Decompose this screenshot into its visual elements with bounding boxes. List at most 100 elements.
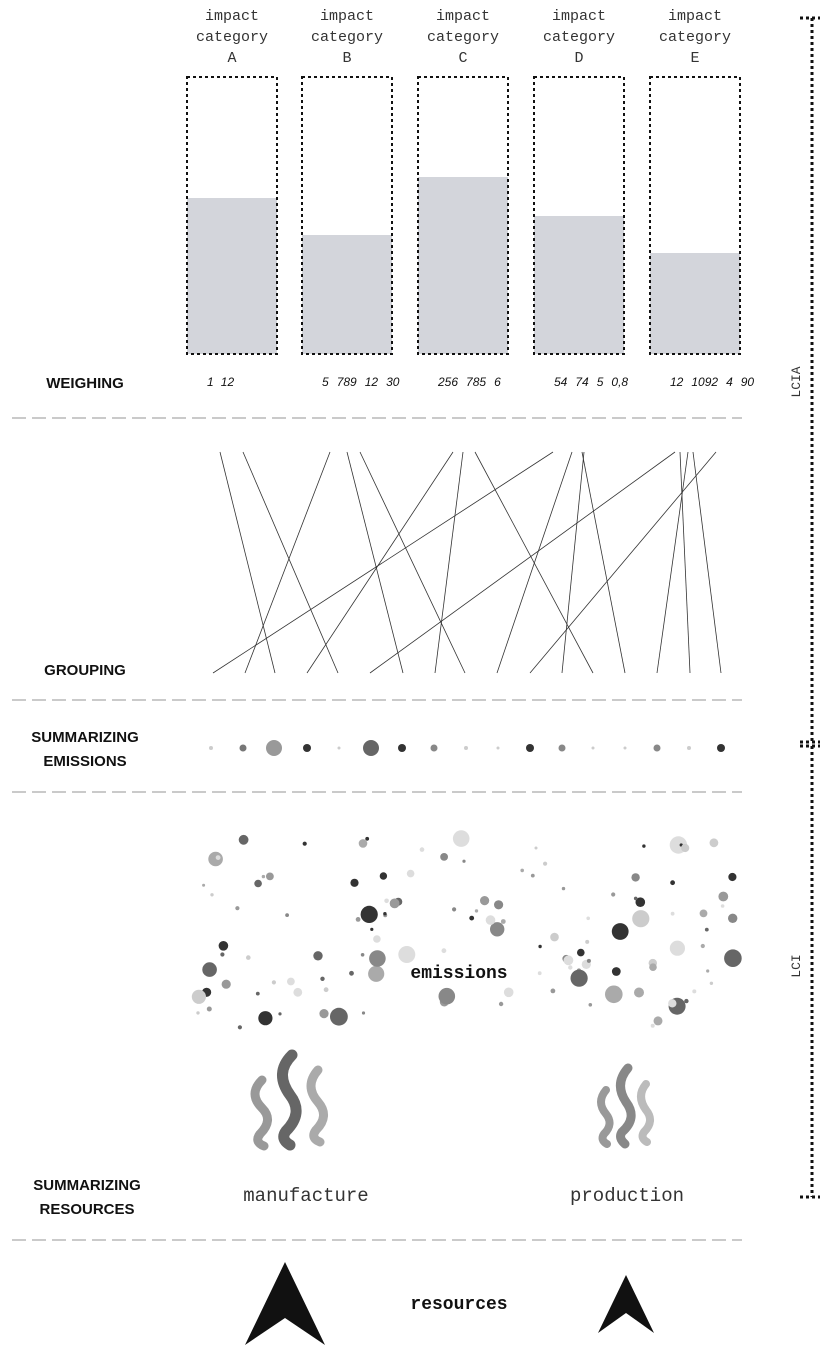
emission-dot	[462, 859, 466, 863]
summary-dot	[623, 746, 627, 750]
emission-dot	[586, 958, 591, 963]
emission-dot	[611, 923, 629, 940]
grouping-line	[656, 451, 689, 674]
emission-dot	[670, 911, 675, 916]
emission-dot	[330, 1007, 348, 1026]
weight: 0,8	[611, 375, 628, 389]
emission-dot	[383, 912, 387, 916]
emission-dot	[534, 846, 538, 850]
emission-dot	[649, 963, 657, 971]
emission-dot	[379, 872, 388, 880]
weight: 30	[386, 375, 400, 389]
emission-dot	[498, 1001, 504, 1007]
emission-dot	[684, 998, 689, 1004]
grouping-line	[359, 451, 466, 674]
emission-dot	[704, 927, 709, 932]
emission-dot	[500, 919, 506, 924]
category-label: category	[543, 29, 615, 46]
emission-dot	[255, 991, 260, 996]
weight: 5	[322, 375, 329, 389]
step-label: EMISSIONS	[43, 753, 126, 770]
summary-dot	[558, 744, 566, 752]
emission-dot	[588, 1003, 593, 1007]
grouping-line	[242, 451, 339, 674]
category-label: impact	[320, 8, 374, 25]
weight: 12	[670, 375, 684, 389]
emission-dot	[218, 941, 229, 951]
emission-dot	[389, 898, 400, 909]
emission-dot	[530, 873, 535, 878]
phase-label: LCI	[789, 954, 804, 977]
grouping-line	[692, 451, 722, 674]
category-label: impact	[552, 8, 606, 25]
emission-dot	[550, 932, 559, 942]
emission-dot	[208, 851, 223, 867]
category-label: category	[427, 29, 499, 46]
phase-bracket	[800, 16, 820, 1199]
emission-dot	[355, 917, 361, 922]
emission-dot	[452, 907, 457, 912]
emission-dot	[709, 981, 714, 985]
emission-dot	[319, 1009, 329, 1019]
emission-dot	[398, 946, 416, 963]
emission-dot	[196, 1011, 200, 1015]
emission-dot	[563, 955, 574, 966]
category-label: C	[458, 50, 467, 67]
emission-dot	[668, 999, 677, 1008]
category-label: E	[690, 50, 699, 67]
category-label: impact	[205, 8, 259, 25]
emission-dot	[543, 861, 548, 866]
emission-dot	[360, 953, 365, 957]
step-label: GROUPING	[44, 662, 126, 679]
emission-dot	[373, 935, 381, 943]
smoke-icon	[250, 1049, 654, 1151]
emission-dot	[361, 1011, 366, 1015]
category-label: A	[227, 50, 236, 67]
summary-dot	[337, 746, 341, 750]
emission-dot	[728, 913, 738, 923]
emission-dot	[266, 872, 274, 881]
category-fill	[418, 177, 508, 354]
category-fill	[534, 216, 624, 354]
summary-dot	[209, 746, 213, 750]
summary-dot	[687, 746, 691, 750]
emission-dot	[210, 893, 214, 897]
emission-dot	[537, 971, 542, 976]
emission-dot	[419, 847, 425, 852]
weights: 256 785 6	[437, 375, 501, 389]
weight: 90	[741, 375, 755, 389]
emission-dot	[632, 910, 650, 928]
emission-dot	[490, 922, 505, 937]
grouping-line	[434, 451, 464, 674]
arrow	[598, 1275, 654, 1333]
category-fill	[302, 235, 392, 354]
step-label: SUMMARIZING	[31, 729, 139, 746]
emission-dot	[550, 988, 556, 994]
emission-dot	[369, 950, 386, 967]
weight: 1	[207, 375, 213, 389]
emission-dot	[485, 915, 496, 925]
category-box	[533, 76, 625, 355]
emission-dot	[261, 874, 266, 879]
emission-dot	[568, 965, 573, 970]
emission-dot	[365, 836, 370, 841]
grouping-line	[306, 451, 454, 674]
grouping-line	[346, 451, 404, 674]
emission-dot	[538, 944, 542, 949]
emission-dot	[320, 976, 325, 981]
category-fill	[187, 198, 277, 354]
resources-label: resources	[410, 1295, 507, 1315]
weights: 12 1092 4 90	[670, 375, 754, 389]
weight: 789	[337, 375, 357, 389]
emission-dot	[202, 962, 217, 977]
emission-dot	[611, 892, 616, 897]
category-label: category	[196, 29, 268, 46]
category-box	[186, 76, 278, 355]
emission-dot	[360, 905, 378, 924]
category-label: D	[574, 50, 583, 67]
emission-dot	[278, 1012, 282, 1016]
summary-dot	[303, 744, 311, 752]
weight: 6	[494, 375, 501, 389]
emission-dot	[520, 868, 524, 873]
